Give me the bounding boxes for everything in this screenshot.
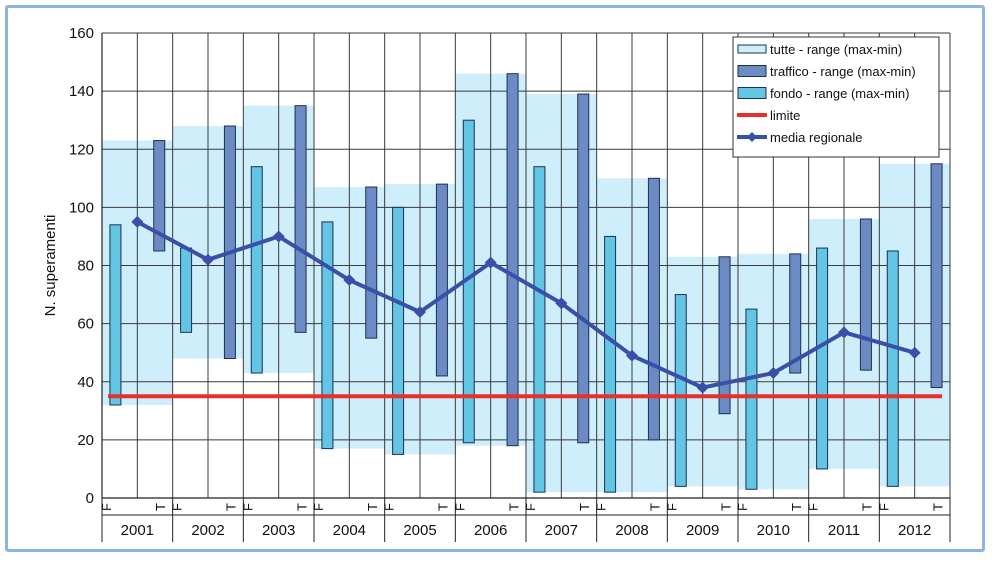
bar-fondo-2011 — [816, 247, 829, 470]
bar-traffico-2003 — [294, 105, 307, 333]
x-tick-label-2005: 2005 — [403, 522, 436, 539]
y-tick-label-60: 60 — [77, 316, 94, 333]
bar-traffico-2012 — [930, 163, 943, 389]
x-tick-label-2006: 2006 — [474, 522, 507, 539]
legend-swatch-1 — [737, 65, 767, 77]
x-sublabel-T-2009: T — [718, 503, 733, 511]
x-sublabel-T-2001: T — [153, 503, 168, 511]
marker-media-2003 — [272, 230, 285, 243]
legend-label-0: tutte - range (max-min) — [770, 42, 902, 57]
marker-media-2009 — [696, 381, 709, 394]
bar-traffico-2004 — [365, 186, 378, 339]
marker-media-2008 — [626, 349, 638, 362]
bar-traffico-2005 — [435, 183, 448, 377]
x-sublabel-T-2002: T — [224, 503, 239, 511]
bar-fondo-2003 — [250, 166, 263, 374]
bar-traffico-2009 — [718, 256, 731, 415]
marker-media-2004 — [343, 274, 356, 287]
bar-fondo-2008 — [604, 235, 617, 493]
x-sublabel-T-2010: T — [789, 503, 804, 511]
y-tick-label-120: 120 — [69, 141, 94, 158]
x-sublabel-T-2006: T — [506, 503, 521, 511]
marker-media-2006 — [484, 256, 497, 269]
legend-label-3: limite — [770, 108, 800, 123]
x-sublabel-F-2004: F — [311, 503, 326, 511]
bar-fondo-2012 — [886, 250, 899, 487]
y-axis-label: N. superamenti — [42, 215, 59, 317]
x-sublabel-F-2010: F — [735, 503, 750, 511]
marker-media-2001 — [131, 215, 144, 228]
x-sublabel-F-2007: F — [523, 503, 538, 511]
marker-media-2007 — [555, 297, 568, 310]
x-sublabel-F-2005: F — [382, 503, 397, 511]
x-tick-label-2010: 2010 — [757, 522, 790, 539]
legend-label-4: media regionale — [770, 130, 863, 145]
x-tick-label-2011: 2011 — [828, 522, 860, 539]
y-tick-label-40: 40 — [77, 374, 94, 391]
x-sublabel-T-2012: T — [930, 503, 945, 511]
x-sublabel-T-2008: T — [648, 503, 663, 511]
bar-traffico-2001 — [153, 140, 166, 252]
x-sublabel-F-2011: F — [806, 503, 821, 511]
bar-fondo-2004 — [321, 221, 334, 450]
bar-fondo-2010 — [745, 308, 758, 490]
x-sublabel-T-2011: T — [860, 503, 875, 511]
bar-traffico-2007 — [577, 93, 590, 444]
x-sublabel-F-2006: F — [452, 503, 467, 511]
bar-fondo-2001 — [109, 224, 122, 406]
x-tick-label-2003: 2003 — [262, 522, 295, 539]
line-media-regionale — [136, 220, 916, 390]
bar-traffico-2002 — [223, 125, 236, 359]
x-tick-label-2002: 2002 — [191, 522, 224, 539]
x-tick-label-2009: 2009 — [686, 522, 719, 539]
x-tick-label-2007: 2007 — [545, 522, 578, 539]
marker-media-2010 — [767, 367, 780, 380]
legend-swatch-0 — [737, 44, 767, 54]
x-sublabel-T-2004: T — [365, 503, 380, 511]
x-tick-label-2001: 2001 — [121, 522, 154, 539]
x-sublabel-T-2005: T — [436, 503, 451, 511]
x-sublabel-T-2007: T — [577, 503, 592, 511]
y-tick-label-100: 100 — [69, 199, 94, 216]
bar-fondo-2002 — [180, 247, 193, 333]
y-tick-label-140: 140 — [69, 83, 94, 100]
x-sublabel-F-2012: F — [876, 503, 891, 511]
y-tick-label-0: 0 — [86, 490, 94, 507]
legend-label-1: traffico - range (max-min) — [770, 64, 916, 79]
x-sublabel-F-2002: F — [170, 503, 185, 511]
legend-label-2: fondo - range (max-min) — [770, 86, 909, 101]
legend-box — [732, 36, 940, 158]
x-sublabel-F-2009: F — [664, 503, 679, 511]
x-sublabel-F-2008: F — [594, 503, 609, 511]
x-sublabel-F-2001: F — [99, 503, 114, 511]
bar-fondo-2009 — [674, 294, 687, 487]
marker-media-2011 — [838, 326, 850, 339]
bar-traffico-2006 — [506, 73, 519, 447]
y-tick-label-80: 80 — [77, 258, 94, 275]
x-tick-label-2004: 2004 — [333, 522, 366, 539]
y-tick-label-160: 160 — [69, 25, 94, 42]
x-sublabel-F-2003: F — [240, 503, 255, 511]
x-tick-label-2012: 2012 — [898, 522, 931, 539]
x-tick-label-2008: 2008 — [615, 522, 648, 539]
marker-media-2002 — [202, 253, 214, 266]
bar-traffico-2011 — [859, 218, 872, 371]
bar-fondo-2007 — [533, 166, 546, 493]
y-tick-label-20: 20 — [77, 432, 94, 449]
legend-swatch-2 — [737, 87, 767, 99]
bar-fondo-2005 — [392, 206, 405, 455]
marker-media-2005 — [414, 306, 426, 318]
legend-marker-4 — [747, 132, 757, 142]
marker-media-2012 — [908, 346, 921, 359]
bar-traffico-2008 — [647, 177, 660, 441]
bar-traffico-2010 — [789, 253, 802, 374]
x-sublabel-T-2003: T — [294, 503, 309, 511]
